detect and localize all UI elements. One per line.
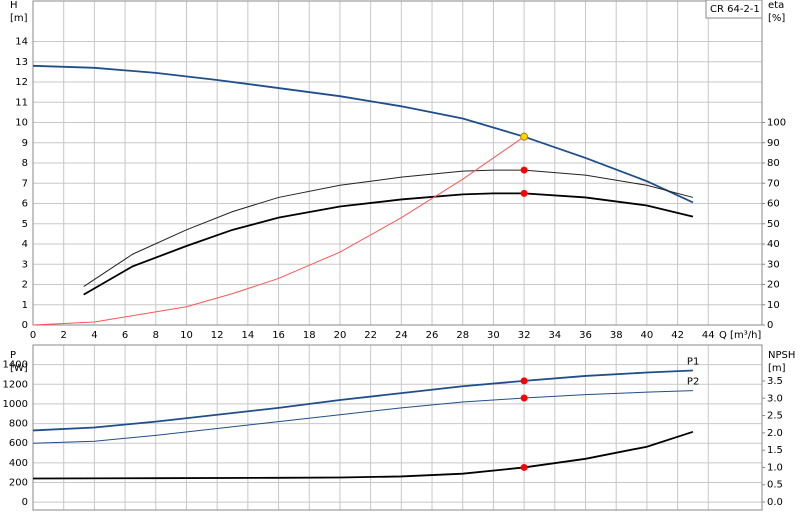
y2-axis-label: NPSH — [768, 350, 795, 361]
curve — [83, 192, 694, 296]
y-axis-unit: [W] — [10, 363, 28, 374]
curve — [32, 369, 693, 432]
y-tick-label: 4 — [22, 239, 28, 250]
y-tick-label: 10 — [15, 118, 28, 129]
x-tick-label: 4 — [91, 330, 97, 341]
x-tick-label: 40 — [641, 330, 654, 341]
x-tick-label: 14 — [241, 330, 254, 341]
y2-axis-unit: [%] — [768, 13, 785, 24]
y2-tick-label: 0 — [767, 320, 773, 331]
x-tick-label: 36 — [579, 330, 592, 341]
y2-tick-label: 10 — [767, 300, 780, 311]
y-tick-label: 9 — [22, 138, 28, 149]
curve — [83, 169, 694, 287]
y-tick-label: 400 — [9, 458, 28, 469]
operating-point — [520, 463, 528, 471]
y2-tick-label: 50 — [767, 219, 780, 230]
x-tick-label: 2 — [61, 330, 67, 341]
y-tick-label: 1200 — [3, 379, 28, 390]
y-tick-label: 8 — [22, 158, 28, 169]
operating-point — [520, 189, 528, 197]
y2-tick-label: 80 — [767, 158, 780, 169]
y-axis-unit: [m] — [10, 13, 28, 24]
y2-tick-label: 1.5 — [767, 445, 783, 456]
x-tick-label: 8 — [153, 330, 159, 341]
operating-point — [520, 394, 528, 402]
y-tick-label: 14 — [15, 37, 28, 48]
operating-point — [520, 132, 529, 141]
y-tick-label: 6 — [22, 199, 28, 210]
x-tick-label: 22 — [364, 330, 377, 341]
y-tick-label: 3 — [22, 259, 28, 270]
y2-tick-label: 3.0 — [767, 393, 783, 404]
x-tick-label: 12 — [211, 330, 224, 341]
operating-point — [520, 377, 528, 385]
x-tick-label: 26 — [426, 330, 439, 341]
y-tick-label: 12 — [15, 77, 28, 88]
curve-label: P1 — [687, 357, 699, 368]
operating-point — [520, 166, 528, 174]
y2-axis-unit: [m] — [768, 363, 786, 374]
y2-tick-label: 90 — [767, 138, 780, 149]
y-tick-label: 5 — [22, 219, 28, 230]
x-axis-label: Q [m³/h] — [719, 330, 761, 341]
y-tick-label: 200 — [9, 478, 28, 489]
y-tick-label: 1400 — [3, 360, 28, 371]
y2-tick-label: 3.5 — [767, 376, 783, 387]
x-tick-label: 38 — [610, 330, 623, 341]
plot-frame — [32, 344, 763, 511]
x-tick-label: 42 — [671, 330, 684, 341]
y-tick-label: 2 — [22, 280, 28, 291]
plot-frame — [32, 0, 763, 326]
x-tick-label: 32 — [518, 330, 531, 341]
y2-tick-label: 30 — [767, 259, 780, 270]
x-tick-label: 24 — [395, 330, 408, 341]
curve — [32, 64, 694, 204]
y-tick-label: 11 — [15, 97, 28, 108]
x-tick-label: 18 — [303, 330, 316, 341]
y2-tick-label: 40 — [767, 239, 780, 250]
y2-tick-label: 0.0 — [767, 497, 783, 508]
y-tick-label: 1 — [22, 300, 28, 311]
annotation-box — [705, 0, 763, 19]
x-tick-label: 28 — [456, 330, 469, 341]
curve-label: P2 — [687, 377, 699, 388]
y-tick-label: 0 — [22, 497, 28, 508]
y2-tick-label: 2.5 — [767, 411, 783, 422]
y2-tick-label: 100 — [767, 118, 786, 129]
y2-axis-label: eta — [768, 0, 784, 11]
curve — [32, 390, 693, 444]
y2-tick-label: 0.5 — [767, 480, 783, 491]
y-tick-label: 13 — [15, 57, 28, 68]
x-tick-label: 44 — [702, 330, 715, 341]
y-axis-label: P — [10, 350, 16, 361]
x-tick-label: 6 — [122, 330, 128, 341]
y2-tick-label: 1.0 — [767, 462, 783, 473]
x-tick-label: 0 — [30, 330, 36, 341]
y-tick-label: 800 — [9, 419, 28, 430]
curve — [32, 136, 525, 326]
x-tick-label: 10 — [180, 330, 193, 341]
annotation: CR 64-2-1 — [710, 4, 760, 15]
y-tick-label: 600 — [9, 438, 28, 449]
x-tick-label: 30 — [487, 330, 500, 341]
y2-tick-label: 20 — [767, 280, 780, 291]
y-axis-label: H — [10, 0, 18, 11]
y2-tick-label: 60 — [767, 199, 780, 210]
x-tick-label: 34 — [548, 330, 561, 341]
y2-tick-label: 2.0 — [767, 428, 783, 439]
y-tick-label: 0 — [22, 320, 28, 331]
x-tick-label: 16 — [272, 330, 285, 341]
curve — [32, 430, 694, 480]
y-tick-label: 1000 — [3, 399, 28, 410]
y2-tick-label: 70 — [767, 178, 780, 189]
y-tick-label: 7 — [22, 178, 28, 189]
x-tick-label: 20 — [334, 330, 347, 341]
